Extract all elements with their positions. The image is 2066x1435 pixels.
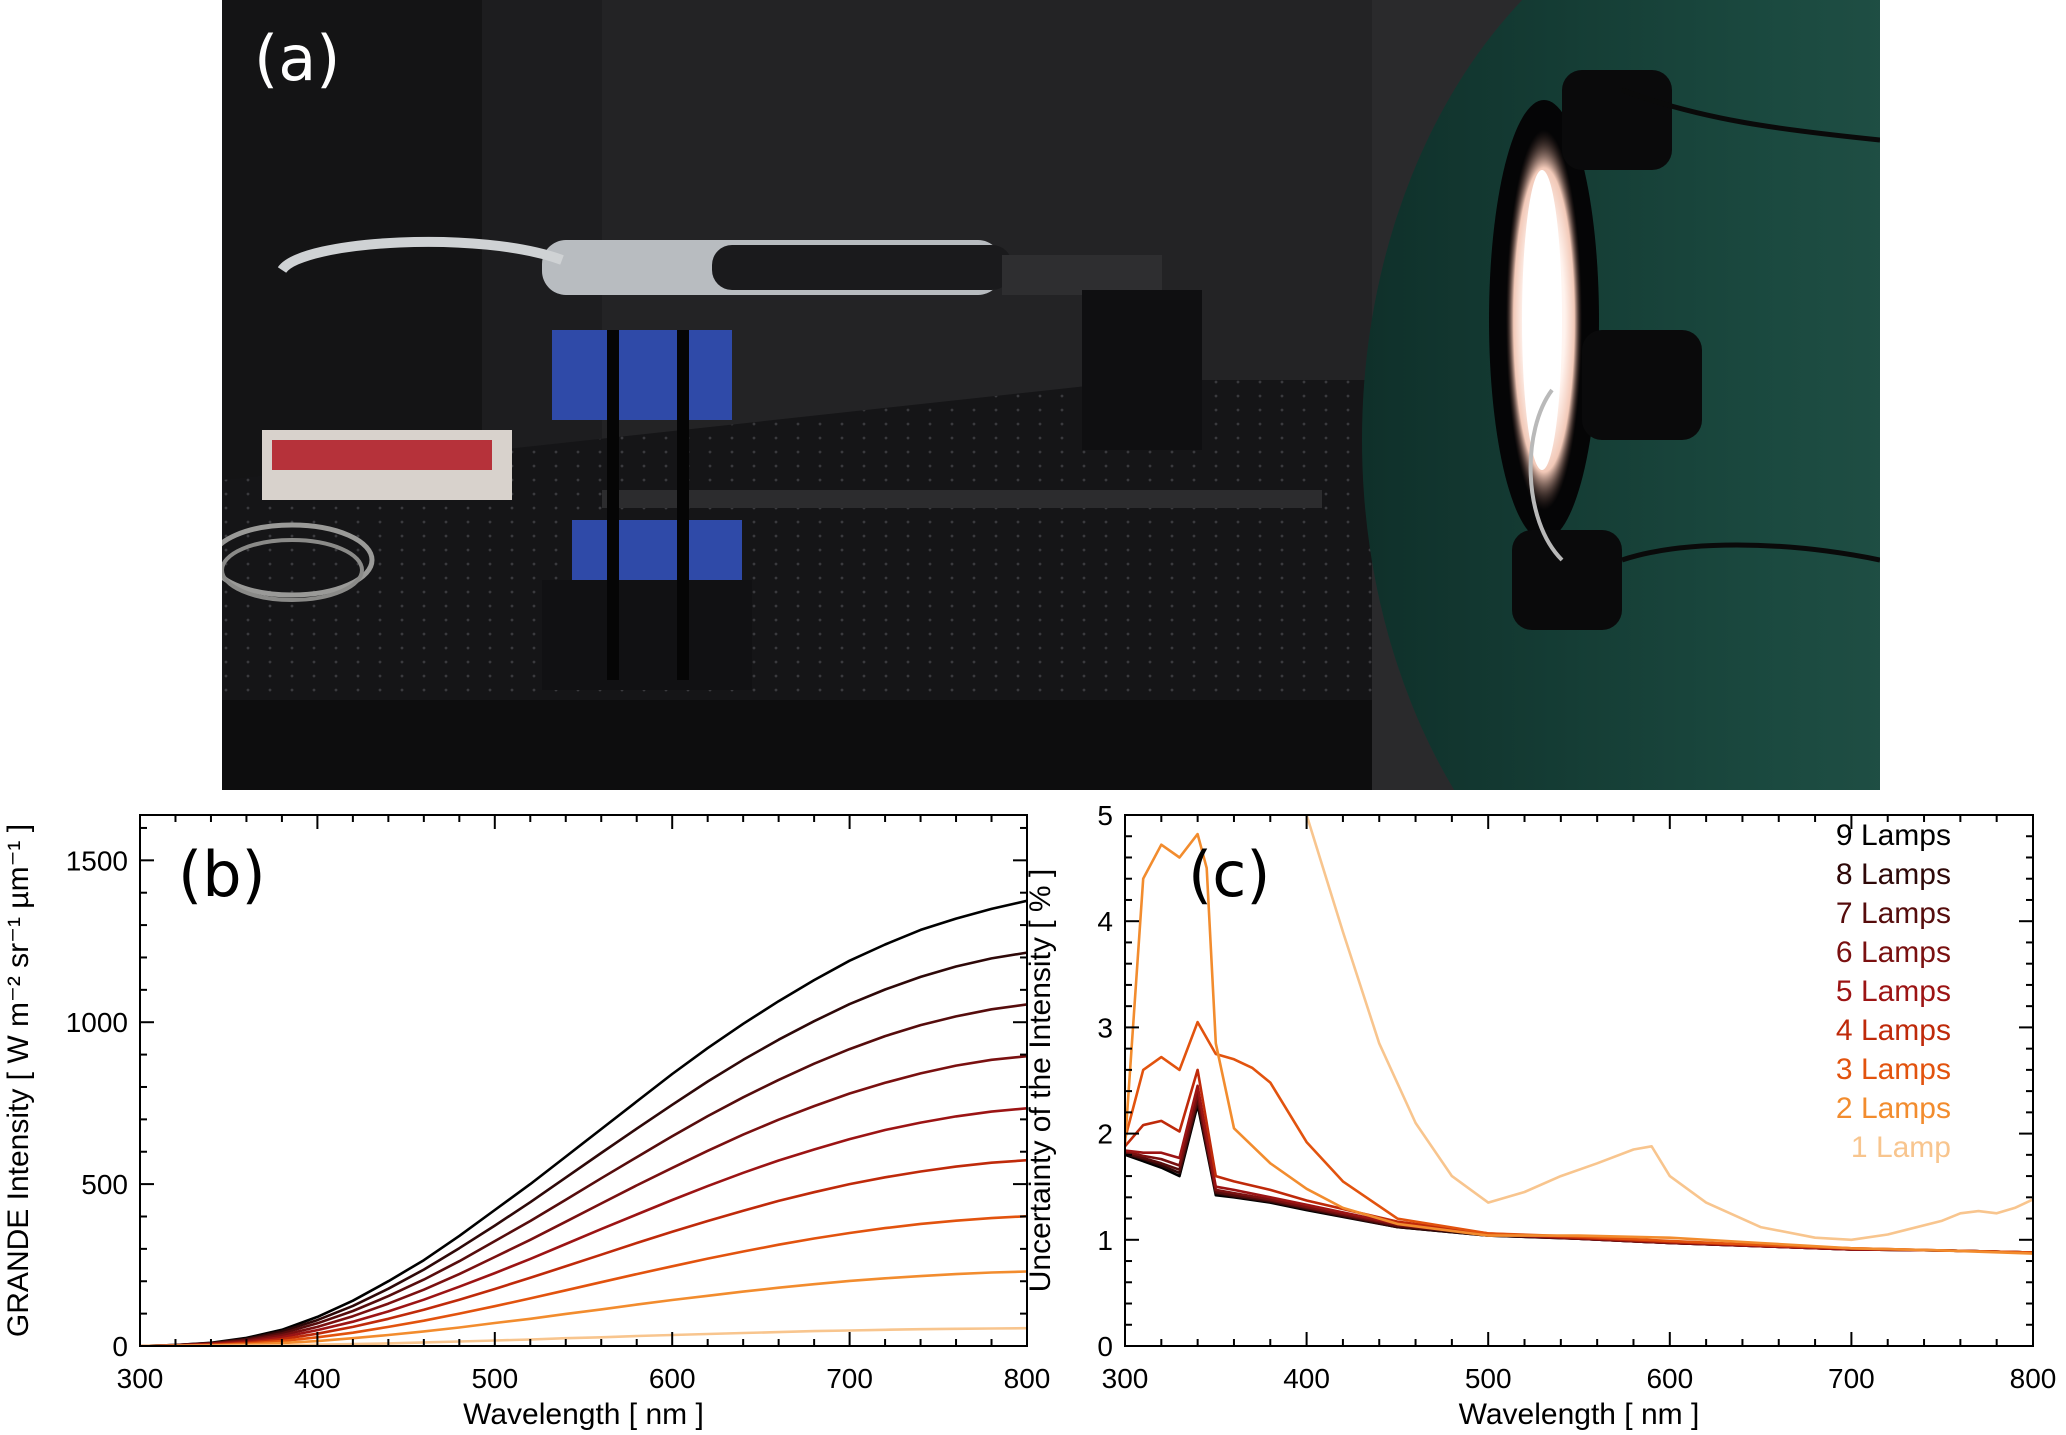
legend-item-3: 7 Lamps (1836, 897, 1951, 930)
legend-item-5: 5 Lamps (1836, 975, 1951, 1008)
series-line-4 (140, 1054, 1027, 1346)
x-tick-label: 800 (1004, 1363, 1051, 1394)
y-tick-label: 4 (1097, 906, 1113, 937)
series-line-6 (140, 1158, 1027, 1346)
legend-item-2: 8 Lamps (1836, 858, 1951, 891)
panel-b-label: (b) (178, 838, 266, 911)
series-line-8 (1125, 832, 2033, 1255)
y-tick-label: 500 (81, 1169, 128, 1200)
x-axis-title: Wavelength [ nm ] (463, 1398, 704, 1431)
y-tick-label: 0 (1097, 1331, 1113, 1362)
series-line-8 (140, 1270, 1027, 1346)
series-line-1 (1125, 1103, 2033, 1254)
series-line-5 (140, 1107, 1027, 1346)
series-group (140, 899, 1027, 1346)
legend-item-8: 2 Lamps (1836, 1092, 1951, 1125)
uncertainty-chart: 300 400 500 600 700 800 0 1 2 3 4 5 Wavelength [ nm … (1024, 800, 2056, 1431)
x-tick-label: 300 (117, 1363, 164, 1394)
series-line-7 (1125, 1020, 2033, 1254)
plot-frame (139, 814, 1028, 1347)
panel-c-label: (c) (1188, 838, 1270, 911)
lab-photo: (a) (222, 0, 1880, 790)
plot-frame (1124, 814, 2034, 1347)
y-axis-title: GRANDE Intensity [ W m⁻² sr⁻¹ µm⁻¹ ] (2, 824, 35, 1337)
x-tick-label: 700 (826, 1363, 873, 1394)
y-tick-label: 5 (1097, 800, 1113, 831)
y-tick-label: 3 (1097, 1012, 1113, 1043)
x-tick-label: 600 (1646, 1363, 1693, 1394)
legend-item-1: 9 Lamps (1836, 819, 1951, 852)
legend-item-7: 3 Lamps (1836, 1053, 1951, 1086)
x-tick-label: 500 (1465, 1363, 1512, 1394)
series-line-1 (140, 899, 1027, 1346)
panel-a-label: (a) (254, 22, 341, 95)
series-line-7 (140, 1214, 1027, 1346)
intensity-chart: 300 400 500 600 700 800 0 500 1000 1500 Wavelength… (2, 814, 1051, 1431)
y-tick-label: 1000 (66, 1007, 128, 1038)
lab-photo-illustration (222, 0, 1880, 790)
series-line-3 (140, 1003, 1027, 1346)
x-tick-label: 400 (1283, 1363, 1330, 1394)
x-tick-label: 500 (471, 1363, 518, 1394)
legend-item-6: 4 Lamps (1836, 1014, 1951, 1047)
x-axis-title: Wavelength [ nm ] (1459, 1398, 1700, 1431)
y-axis-title: Uncertainty of the Intensity [ % ] (1024, 869, 1057, 1293)
y-tick-label: 1500 (66, 845, 128, 876)
legend-item-9: 1 Lamp (1851, 1131, 1951, 1164)
x-tick-label: 600 (649, 1363, 696, 1394)
x-tick-label: 700 (1828, 1363, 1875, 1394)
series-group (1125, 815, 2033, 1255)
series-line-9 (1305, 815, 2033, 1242)
x-tick-label: 400 (294, 1363, 341, 1394)
y-tick-label: 0 (112, 1331, 128, 1362)
series-line-2 (140, 951, 1027, 1346)
y-tick-label: 1 (1097, 1225, 1113, 1256)
legend-item-4: 6 Lamps (1836, 936, 1951, 969)
x-tick-label: 800 (2010, 1363, 2057, 1394)
x-tick-label: 300 (1102, 1363, 1149, 1394)
y-tick-label: 2 (1097, 1119, 1113, 1150)
